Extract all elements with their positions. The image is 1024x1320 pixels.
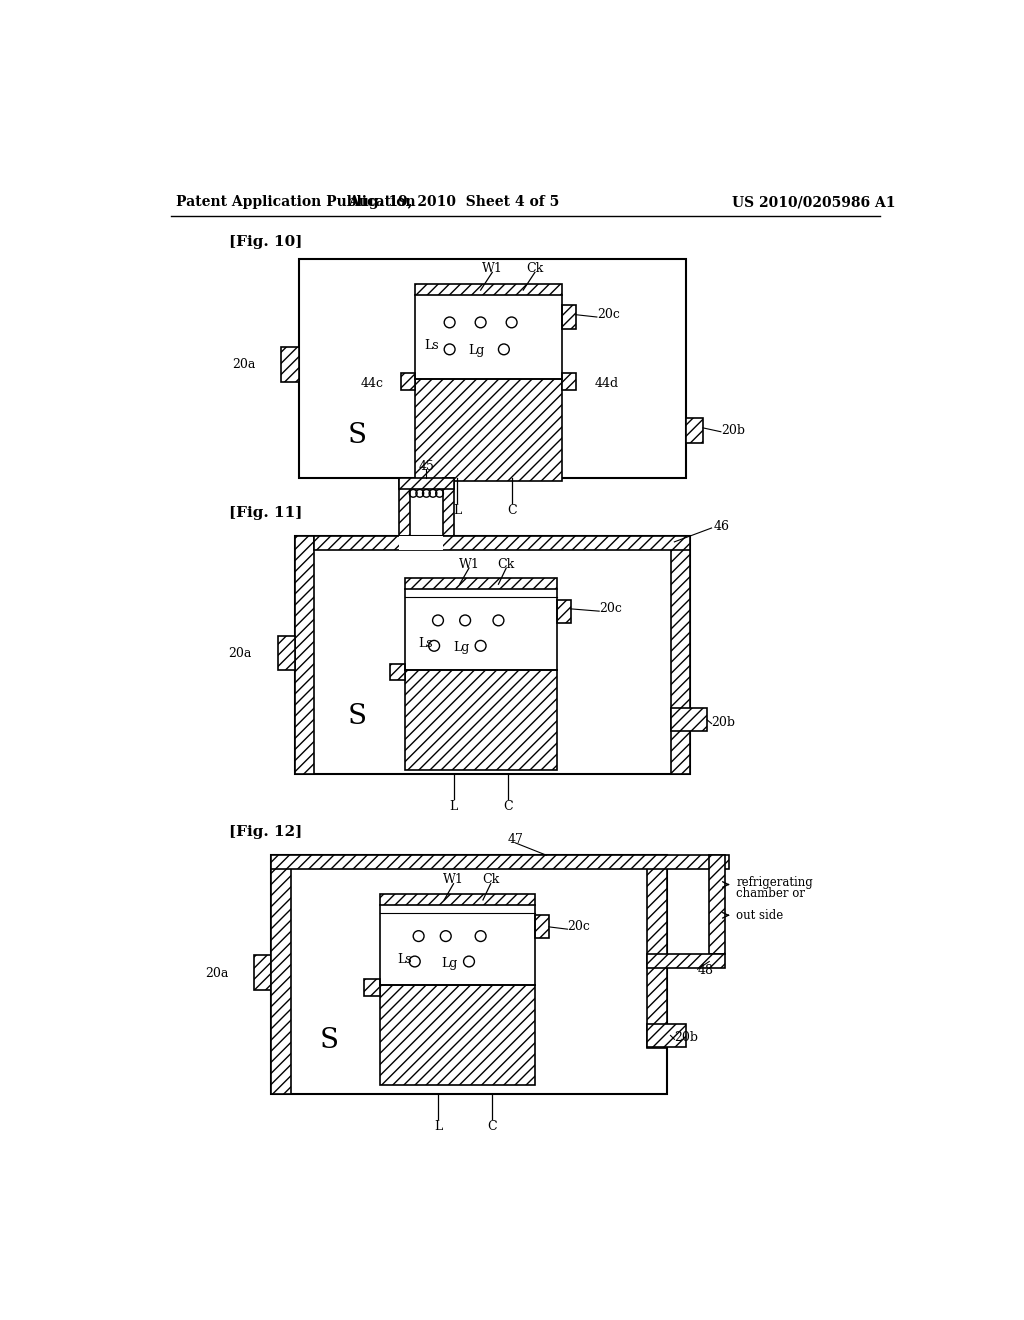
Text: L: L <box>450 800 458 813</box>
Text: S: S <box>319 1027 339 1053</box>
Bar <box>399 478 454 488</box>
Bar <box>562 305 575 329</box>
Text: Ck: Ck <box>526 261 544 275</box>
Bar <box>271 855 729 869</box>
Text: 20a: 20a <box>206 966 228 979</box>
Bar <box>562 374 575 391</box>
Text: 20a: 20a <box>232 358 256 371</box>
Text: Lg: Lg <box>453 640 469 653</box>
Bar <box>271 855 667 1094</box>
Text: W1: W1 <box>443 874 464 887</box>
Text: 44c: 44c <box>360 376 384 389</box>
Text: S: S <box>347 422 367 449</box>
Bar <box>415 284 562 294</box>
Bar <box>295 536 690 775</box>
Bar <box>671 708 707 731</box>
Text: L: L <box>454 504 462 517</box>
Bar <box>406 669 557 770</box>
Text: 20c: 20c <box>599 602 622 615</box>
Text: Ls: Ls <box>397 953 413 966</box>
Bar <box>399 478 410 536</box>
Bar <box>647 954 725 968</box>
Text: 47: 47 <box>508 833 523 846</box>
Bar <box>254 956 271 990</box>
Bar <box>380 894 535 904</box>
Text: C: C <box>503 800 513 813</box>
Bar <box>647 855 667 1048</box>
Text: [Fig. 11]: [Fig. 11] <box>228 506 302 520</box>
Text: Lg: Lg <box>441 957 458 970</box>
Text: [Fig. 12]: [Fig. 12] <box>228 825 302 840</box>
Text: S: S <box>347 704 367 730</box>
Text: 20b: 20b <box>712 715 735 729</box>
Text: C: C <box>487 1119 497 1133</box>
Text: 20b: 20b <box>721 424 744 437</box>
Bar <box>535 915 549 939</box>
Bar <box>278 636 295 671</box>
Bar <box>282 347 299 381</box>
Text: 20c: 20c <box>567 920 590 933</box>
Bar <box>415 379 562 480</box>
Bar <box>299 259 686 478</box>
Bar <box>365 979 380 997</box>
Text: W1: W1 <box>482 261 503 275</box>
Text: Aug. 19, 2010  Sheet 4 of 5: Aug. 19, 2010 Sheet 4 of 5 <box>348 195 559 210</box>
Text: out side: out side <box>736 908 783 921</box>
Bar <box>390 664 406 681</box>
Text: W1: W1 <box>459 557 479 570</box>
Bar <box>400 374 415 391</box>
Text: Ls: Ls <box>424 339 438 352</box>
Text: 45: 45 <box>419 459 434 473</box>
Bar <box>314 536 690 549</box>
Bar <box>406 578 557 589</box>
Text: Ck: Ck <box>482 874 500 887</box>
Text: chamber or: chamber or <box>736 887 805 900</box>
Text: 20a: 20a <box>228 647 252 660</box>
Text: 44d: 44d <box>595 376 618 389</box>
Bar <box>442 478 454 536</box>
Text: Lg: Lg <box>469 345 485 358</box>
Text: 20c: 20c <box>597 308 620 321</box>
Text: 46: 46 <box>713 520 729 533</box>
Text: Patent Application Publication: Patent Application Publication <box>176 195 416 210</box>
Bar <box>557 599 570 623</box>
Bar <box>295 536 314 775</box>
Bar <box>399 536 442 549</box>
Bar <box>710 855 725 954</box>
Text: Ls: Ls <box>419 638 433 649</box>
Text: 48: 48 <box>697 964 714 977</box>
Text: C: C <box>507 504 516 517</box>
Bar <box>647 1024 686 1047</box>
Bar <box>671 536 690 775</box>
Text: L: L <box>434 1119 442 1133</box>
Text: 20b: 20b <box>675 1031 698 1044</box>
Bar <box>271 855 291 1094</box>
Text: Ck: Ck <box>498 557 515 570</box>
Bar <box>686 418 703 442</box>
Bar <box>380 985 535 1085</box>
Text: refrigerating: refrigerating <box>736 875 813 888</box>
Text: [Fig. 10]: [Fig. 10] <box>228 235 302 248</box>
Text: US 2010/0205986 A1: US 2010/0205986 A1 <box>732 195 896 210</box>
